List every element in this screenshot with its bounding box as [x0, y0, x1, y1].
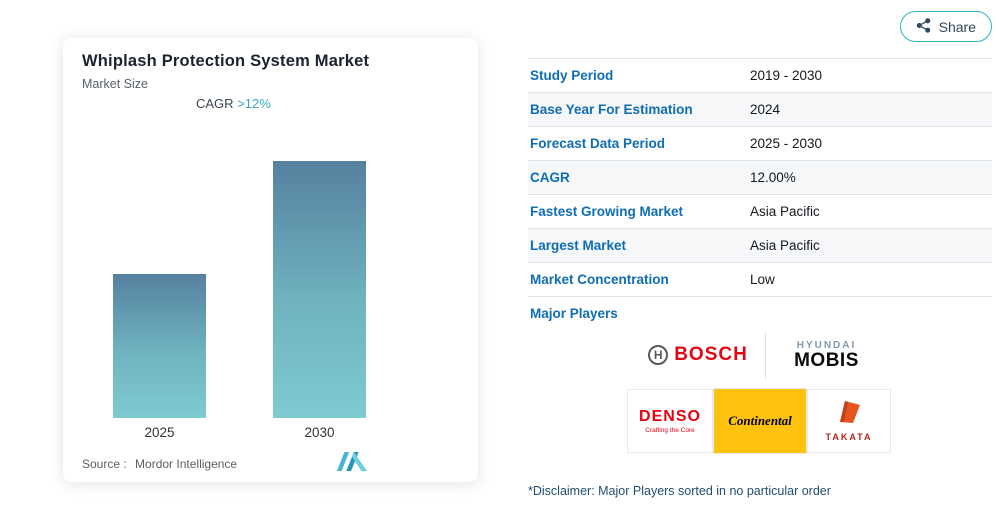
fact-row-study-period: Study Period 2019 - 2030: [528, 59, 992, 93]
hyundai-wordmark: HYUNDAI: [796, 340, 857, 351]
market-chart-card: Whiplash Protection System Market Market…: [63, 38, 478, 482]
chart-subtitle: Market Size: [82, 77, 148, 91]
share-label: Share: [938, 18, 976, 35]
continental-wordmark: Continental: [728, 413, 792, 428]
bar-chart: [113, 161, 366, 418]
continental-logo: Continental: [713, 388, 807, 454]
players-disclaimer: *Disclaimer: Major Players sorted in no …: [528, 484, 831, 498]
fact-label[interactable]: Study Period: [530, 68, 614, 83]
fact-label[interactable]: Market Concentration: [530, 272, 669, 287]
bar-2030: [273, 161, 366, 418]
fact-row-base-year: Base Year For Estimation 2024: [528, 93, 992, 127]
fact-row-cagr: CAGR 12.00%: [528, 161, 992, 195]
fact-label[interactable]: Largest Market: [530, 238, 627, 253]
bosch-symbol-icon: H: [648, 345, 669, 365]
chart-title: Whiplash Protection System Market: [82, 52, 370, 70]
takata-logo: TAKATA: [807, 389, 891, 453]
fact-label[interactable]: Fastest Growing Market: [530, 204, 684, 219]
share-button[interactable]: Share: [899, 11, 992, 42]
takata-wordmark: TAKATA: [825, 432, 873, 442]
bosch-wordmark: BOSCH: [674, 344, 748, 365]
mobis-wordmark: MOBIS: [794, 350, 859, 371]
major-players-label[interactable]: Major Players: [530, 306, 618, 321]
players-row-2: DENSO Crafting the Core Continental TAKA…: [624, 388, 894, 454]
fact-label[interactable]: Base Year For Estimation: [530, 102, 693, 117]
x-label-2030: 2030: [304, 425, 335, 440]
cagr-annotation: CAGR >12%: [196, 96, 271, 111]
source-label: Source :: [82, 457, 127, 471]
denso-wordmark: DENSO: [639, 408, 701, 425]
fact-label[interactable]: Forecast Data Period: [530, 136, 666, 151]
fact-row-largest-market: Largest Market Asia Pacific: [528, 229, 992, 263]
fact-value: 2019 - 2030: [750, 68, 823, 83]
fact-value: 2024: [750, 102, 781, 117]
key-facts-panel: Share Study Period 2019 - 2030 Base Year…: [528, 0, 992, 523]
x-axis-labels: 2025 2030: [113, 425, 366, 440]
fact-value: Asia Pacific: [750, 204, 820, 219]
bosch-logo: H BOSCH: [631, 332, 765, 378]
fact-row-fastest-growing-market: Fastest Growing Market Asia Pacific: [528, 195, 992, 229]
denso-tagline: Crafting the Core: [645, 427, 695, 434]
denso-logo: DENSO Crafting the Core: [627, 389, 713, 453]
share-icon: [916, 17, 931, 36]
mordor-intelligence-logo-icon: [335, 452, 369, 476]
players-row-1: H BOSCH HYUNDAI MOBIS: [624, 330, 894, 380]
fact-value: Low: [750, 272, 775, 287]
fact-row-forecast-period: Forecast Data Period 2025 - 2030: [528, 127, 992, 161]
bar-2025: [113, 274, 206, 418]
x-label-2025: 2025: [144, 425, 175, 440]
major-players-logos: H BOSCH HYUNDAI MOBIS DENSO Crafting the…: [624, 330, 894, 454]
fact-row-market-concentration: Market Concentration Low: [528, 263, 992, 297]
cagr-label: CAGR: [196, 96, 234, 111]
key-facts-table: Study Period 2019 - 2030 Base Year For E…: [528, 58, 992, 297]
fact-value: 2025 - 2030: [750, 136, 823, 151]
source-name: Mordor Intelligence: [135, 457, 238, 471]
takata-mark-icon: [836, 400, 862, 429]
hyundai-mobis-logo: HYUNDAI MOBIS: [765, 332, 887, 378]
fact-label[interactable]: CAGR: [530, 170, 570, 185]
fact-value: Asia Pacific: [750, 238, 820, 253]
chart-source: Source : Mordor Intelligence: [82, 457, 237, 471]
cagr-value: >12%: [237, 96, 271, 111]
fact-value: 12.00%: [750, 170, 796, 185]
